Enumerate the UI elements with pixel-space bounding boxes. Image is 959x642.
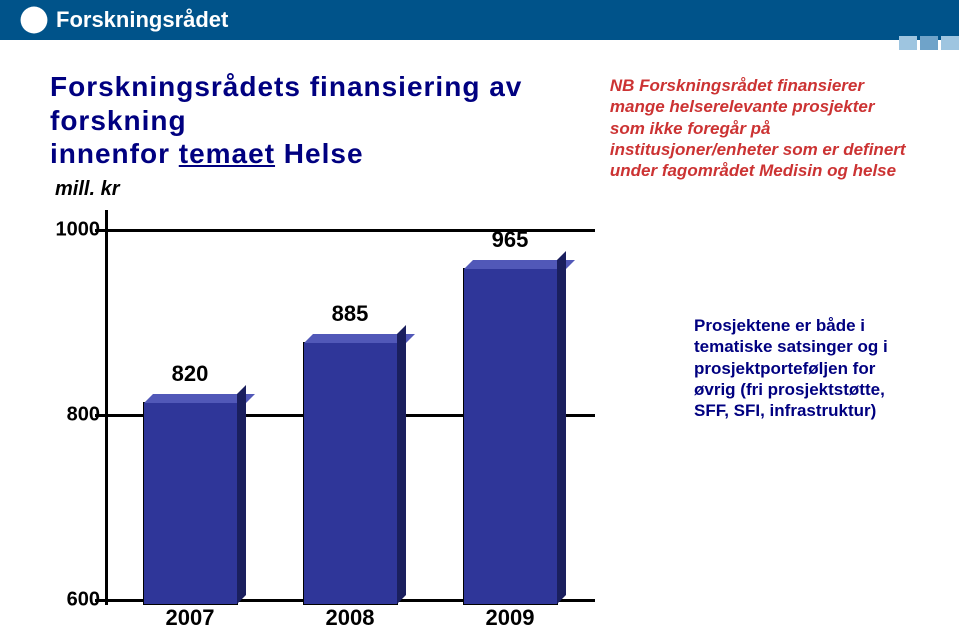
xtick-2008: 2008 [326,605,375,631]
bar-value-2007: 820 [172,361,209,387]
title-line2-prefix: innenfor [50,138,179,169]
plot-area: 820 885 965 [108,235,595,605]
slide-content: Forskningsrådets finansiering av forskni… [0,40,959,622]
ytick-800: 800 [45,404,100,427]
xtick-2007: 2007 [166,605,215,631]
bar-value-2009: 965 [492,227,529,253]
brand-logo: Forskningsrådet [20,6,228,34]
bar-2009 [463,268,558,605]
y-axis-label: mill. kr [55,178,119,201]
title-line2-suffix: Helse [275,138,364,169]
side-text: Prosjektene er både i tematiske satsinge… [694,315,904,421]
brand-name: Forskningsrådet [56,7,228,33]
title-line2-underlined: temaet [179,138,275,169]
bar-2007 [143,402,238,605]
title-line1: Forskningsrådets finansiering av forskni… [50,71,522,136]
ytick-600: 600 [45,589,100,612]
note-text: NB Forskningsrådet finansierer mange hel… [610,75,909,181]
side-description: Prosjektene er både i tematiske satsinge… [694,315,904,421]
bar-value-2008: 885 [332,301,369,327]
header-bar: Forskningsrådet [0,0,959,40]
page-title: Forskningsrådets finansiering av forskni… [50,70,610,171]
logo-icon [20,6,48,34]
ytick-1000: 1000 [45,219,100,242]
bar-2008 [303,342,398,605]
xtick-2009: 2009 [486,605,535,631]
bar-chart: mill. kr 1000 800 600 820 885 965 2007 2… [55,200,595,630]
